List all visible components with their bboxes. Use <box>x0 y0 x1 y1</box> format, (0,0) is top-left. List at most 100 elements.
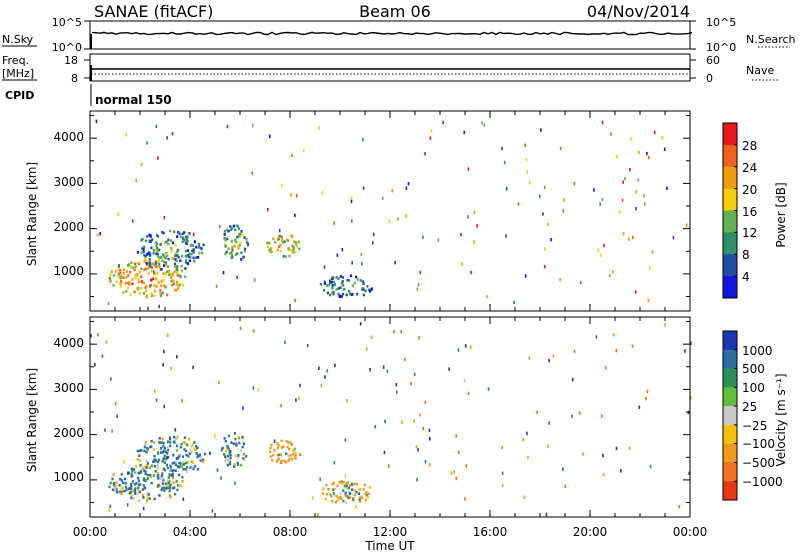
echo-cell <box>322 288 326 292</box>
echo-cell <box>143 477 146 480</box>
echo-cell <box>278 234 281 238</box>
echo-cell <box>121 486 124 489</box>
echo-cell <box>154 241 157 244</box>
echo-cell <box>227 459 230 462</box>
echo-cell <box>228 460 231 464</box>
echo-cell <box>155 252 158 255</box>
echo-cell <box>134 276 137 280</box>
echo-cell <box>353 281 356 285</box>
echo-cell <box>276 453 279 457</box>
echo-cell <box>136 251 140 254</box>
echo-cell <box>464 344 467 348</box>
echo-cell <box>282 459 285 462</box>
echo-cell <box>629 168 631 172</box>
echo-cell <box>144 479 147 482</box>
echo-cell <box>136 492 139 496</box>
echo-cell <box>162 253 165 256</box>
echo-cell <box>609 273 611 278</box>
echo-cell <box>130 261 133 264</box>
echo-cell <box>223 237 226 240</box>
echo-cell <box>242 442 246 446</box>
echo-cell <box>319 477 321 481</box>
echo-cell <box>327 487 330 491</box>
echo-cell <box>279 461 283 465</box>
echo-cell <box>218 225 221 229</box>
echo-cell <box>351 482 354 486</box>
echo-cell <box>235 454 238 458</box>
echo-cell <box>137 488 140 492</box>
echo-cell <box>197 454 200 457</box>
echo-cell <box>241 435 244 439</box>
echo-cell <box>251 171 254 175</box>
echo-cell <box>278 453 281 457</box>
echo-cell <box>137 471 140 475</box>
echo-cell <box>137 280 140 284</box>
echo-cell <box>285 461 288 464</box>
echo-cell <box>269 134 271 138</box>
echo-cell <box>342 489 345 492</box>
echo-cell <box>152 249 155 252</box>
echo-cell <box>152 252 155 255</box>
echo-cell <box>270 443 273 447</box>
echo-cell <box>152 474 155 477</box>
echo-cell <box>410 382 412 386</box>
echo-cell <box>168 480 171 483</box>
echo-cell <box>143 445 146 449</box>
echo-cell <box>334 363 336 368</box>
echo-cell <box>359 495 362 499</box>
echo-cell <box>282 254 285 258</box>
echo-cell <box>233 244 236 248</box>
echo-cell <box>176 484 180 487</box>
echo-cell <box>140 247 144 250</box>
echo-cell <box>159 477 162 480</box>
echo-cell <box>347 496 350 500</box>
date-title: 04/Nov/2014 <box>587 2 690 21</box>
echo-cell <box>158 266 161 269</box>
echo-cell <box>111 477 114 481</box>
echo-cell <box>333 494 336 498</box>
echo-cell <box>166 466 169 470</box>
echo-cell <box>573 181 576 186</box>
echo-cell <box>152 277 155 281</box>
echo-cell <box>167 242 170 246</box>
echo-cell <box>144 472 147 476</box>
echo-cell <box>501 445 503 450</box>
echo-cell <box>104 428 106 432</box>
echo-cell <box>178 484 181 487</box>
echo-cell <box>223 437 226 440</box>
echo-cell <box>121 489 124 493</box>
echo-cell <box>191 443 194 447</box>
echo-cell <box>111 488 114 492</box>
echo-cell <box>169 444 172 448</box>
echo-cell <box>341 292 345 296</box>
echo-cell <box>294 242 298 245</box>
echo-cell <box>125 488 128 491</box>
echo-cell <box>164 241 167 244</box>
echo-cell <box>175 444 179 448</box>
echo-cell <box>413 419 415 423</box>
echo-cell <box>149 473 152 477</box>
echo-cell <box>563 198 565 202</box>
echo-cell <box>542 212 544 216</box>
echo-cell <box>200 247 203 250</box>
echo-cell <box>345 484 348 488</box>
echo-cell <box>218 380 220 385</box>
echo-cell <box>178 232 181 236</box>
echo-cell <box>230 239 233 243</box>
echo-cell <box>128 280 131 284</box>
freq-panel <box>84 53 696 82</box>
echo-cell <box>172 486 175 490</box>
echo-cell <box>163 468 166 472</box>
echo-cell <box>115 280 118 283</box>
echo-cell <box>151 262 155 265</box>
echo-cell <box>108 277 111 280</box>
echo-cell <box>326 284 329 287</box>
power-cbar-label: Power [dB] <box>774 182 788 247</box>
station-title: SANAE (fitACF) <box>94 2 213 21</box>
nsearch-label: N.Search <box>746 33 796 46</box>
echo-cell <box>355 505 357 509</box>
echo-cell <box>154 470 157 473</box>
echo-cell <box>268 450 272 454</box>
echo-cell <box>143 259 146 263</box>
echo-cell <box>336 253 339 257</box>
